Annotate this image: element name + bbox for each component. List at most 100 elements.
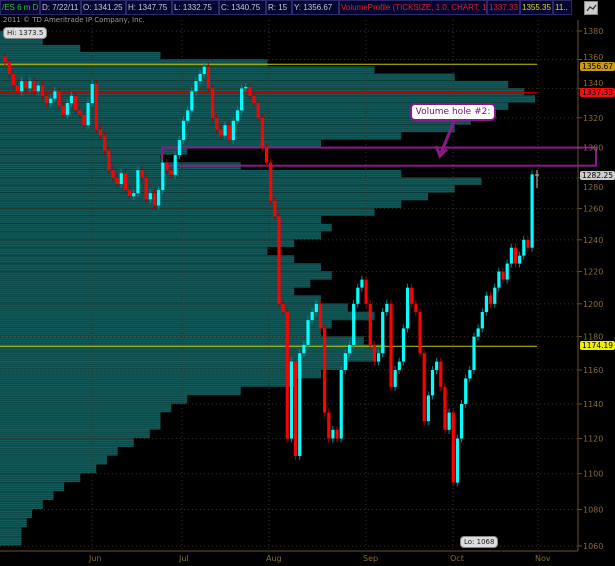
x-tick-label: Oct xyxy=(450,554,464,563)
y-tick-label: 1340 xyxy=(583,79,603,88)
price-badge-poc: 1337.33 xyxy=(580,88,615,97)
candle xyxy=(418,311,422,354)
candle xyxy=(49,98,53,104)
candle xyxy=(7,62,11,74)
axes: 1380 1360 1340 1320 1300 1280 1260 1240 1220 1200… xyxy=(0,20,603,563)
candle xyxy=(132,193,136,197)
candle xyxy=(289,361,294,439)
x-tick-label: Aug xyxy=(266,554,282,563)
candle xyxy=(186,110,190,121)
candle xyxy=(472,336,476,371)
y-tick-label: 1360 xyxy=(583,53,603,62)
chart-settings-icon[interactable] xyxy=(584,1,598,15)
volume-profile-bar xyxy=(0,177,482,185)
candle xyxy=(69,95,74,104)
candle xyxy=(339,370,343,439)
candle xyxy=(435,361,439,371)
candle xyxy=(260,117,264,148)
study-value-1: 1337.33 xyxy=(487,0,520,15)
volume-profile-bar xyxy=(0,231,321,240)
candle xyxy=(111,170,115,178)
candle xyxy=(277,216,281,304)
candle xyxy=(190,91,194,111)
candle xyxy=(90,84,94,104)
candle xyxy=(269,162,273,201)
study-value-3: 11.. xyxy=(553,0,572,15)
candle xyxy=(310,311,314,321)
candle xyxy=(223,125,227,136)
candle xyxy=(302,344,306,354)
volume-profile-bar xyxy=(0,162,241,170)
candle xyxy=(522,239,526,256)
candle xyxy=(169,170,173,175)
x-tick-label: Jul xyxy=(178,554,189,563)
study-name[interactable]: VolumeProfile (TICKSIZE, 1.0, CHART, 1, … xyxy=(339,0,487,15)
y-tick-label: 1180 xyxy=(583,333,603,342)
candle xyxy=(401,328,406,362)
volume-profile-bar xyxy=(0,140,321,148)
candle xyxy=(65,103,69,115)
candle xyxy=(526,239,530,248)
volume-profile-bar xyxy=(0,170,402,178)
candle xyxy=(144,177,148,200)
candle xyxy=(219,129,223,136)
candle xyxy=(360,279,364,288)
candle xyxy=(323,328,327,413)
volume-profile-bar xyxy=(0,59,268,67)
candle xyxy=(227,125,231,141)
y-tick-label: 1140 xyxy=(583,400,603,409)
candle xyxy=(347,344,352,354)
volume-profile-bar xyxy=(0,95,535,103)
volume-profile-bar xyxy=(0,45,81,52)
candle xyxy=(15,85,20,92)
candle xyxy=(459,403,464,439)
candle xyxy=(264,147,269,163)
candle xyxy=(518,255,522,264)
price-badge-last: 1282.25 xyxy=(580,171,615,180)
candle xyxy=(28,81,32,89)
volume-profile-bar xyxy=(0,125,455,133)
candle xyxy=(430,370,435,396)
candle xyxy=(36,85,40,92)
candle xyxy=(397,361,401,371)
candle xyxy=(248,86,252,96)
study-value-2: 1355.35 xyxy=(520,0,553,15)
y-tick-label: 1220 xyxy=(583,268,603,277)
volume-profile-bar xyxy=(0,509,33,519)
volume-profile-bar xyxy=(0,208,375,216)
price-badge-value-area-low: 1174.19 xyxy=(580,341,615,350)
volume-profile-bar xyxy=(0,110,493,118)
candle xyxy=(3,56,7,63)
bar-open: O: 1341.25 xyxy=(81,0,126,15)
volume-profile-bar xyxy=(0,527,22,537)
volume-profile-bar xyxy=(0,224,332,232)
candle xyxy=(256,103,260,118)
candle xyxy=(455,438,460,483)
candle xyxy=(198,73,202,82)
candle xyxy=(480,311,484,329)
volume-profile-bar xyxy=(0,536,22,546)
candle xyxy=(497,271,501,288)
candle xyxy=(210,88,215,118)
x-tick-label: Jun xyxy=(88,554,102,563)
annotation-bubble[interactable]: Volume hole #2: xyxy=(410,103,496,121)
current-bar-doji xyxy=(535,170,539,188)
candle xyxy=(385,303,389,312)
candle xyxy=(281,303,285,312)
candle xyxy=(530,174,534,248)
bar-close: C: 1340.75 xyxy=(219,0,266,15)
candle xyxy=(484,295,489,312)
price-badge-value-area-high: 1356.67 xyxy=(580,62,615,71)
volume-profile-bar xyxy=(0,52,161,59)
header-bar: /ES 6 m D D: 7/22/11 O: 1341.25 H: 1347.… xyxy=(0,0,582,15)
volume-profile-bar xyxy=(0,255,295,264)
symbol-label[interactable]: /ES 6 m D xyxy=(0,0,40,15)
volume-profile-bar xyxy=(0,200,402,209)
candle xyxy=(86,103,90,126)
high-label: Hi: 1373.5 xyxy=(3,27,48,39)
candle xyxy=(123,173,128,191)
candle xyxy=(335,429,339,439)
y-tick-label: 1160 xyxy=(583,366,603,375)
volume-profile-bar xyxy=(0,66,375,74)
